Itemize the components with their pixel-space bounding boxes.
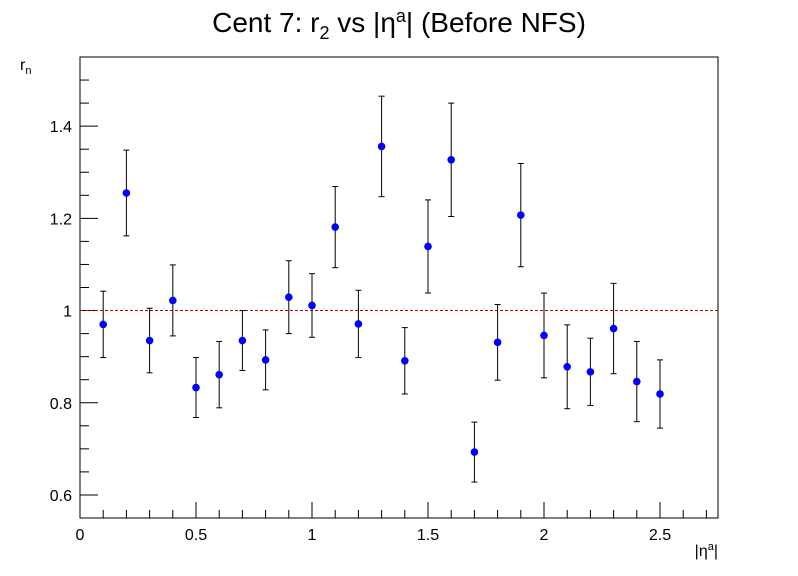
x-axis-title: |ηa| — [695, 541, 718, 560]
data-points — [99, 95, 664, 483]
data-point — [540, 292, 548, 379]
data-marker — [377, 142, 386, 151]
data-marker — [169, 296, 177, 305]
data-marker — [99, 320, 107, 329]
x-tick-label: 2.5 — [649, 527, 671, 544]
y-tick-label: 0.6 — [50, 488, 72, 505]
data-marker — [401, 356, 409, 365]
data-point — [238, 310, 247, 371]
data-point — [308, 273, 316, 338]
data-marker — [609, 324, 618, 333]
data-point — [261, 329, 270, 391]
x-tick-label: 1 — [308, 527, 317, 544]
y-axis: 0.6 0.8 1 1.2 1.4 — [50, 56, 98, 519]
data-point — [99, 290, 107, 359]
chart-title-subscript: 2 — [319, 23, 329, 43]
y-axis-title-subscript: n — [25, 65, 31, 77]
data-marker — [517, 211, 525, 219]
data-point — [354, 289, 363, 359]
data-point — [192, 357, 200, 419]
data-point — [145, 307, 154, 374]
data-marker — [308, 301, 316, 310]
data-point — [563, 324, 571, 410]
x-tick-label: 2 — [540, 527, 549, 544]
data-marker — [493, 338, 502, 347]
data-marker — [122, 189, 131, 197]
data-point — [633, 340, 641, 423]
data-point — [169, 264, 177, 337]
data-marker — [215, 370, 223, 379]
data-point — [424, 199, 432, 294]
data-point — [285, 260, 293, 335]
data-point — [122, 149, 131, 237]
x-tick-label: 0.5 — [185, 527, 207, 544]
x-tick-label: 1.5 — [417, 527, 439, 544]
data-marker — [447, 156, 456, 164]
data-marker — [540, 331, 548, 340]
data-marker — [331, 223, 340, 231]
x-axis-title-superscript: a — [708, 541, 715, 553]
data-marker — [656, 390, 664, 398]
data-point — [401, 327, 409, 395]
data-marker — [285, 293, 293, 301]
data-marker — [586, 368, 595, 376]
data-point — [517, 162, 525, 268]
data-point — [215, 340, 223, 409]
data-marker — [424, 242, 432, 251]
data-point — [377, 95, 386, 198]
data-point — [447, 102, 456, 218]
data-marker — [470, 448, 479, 456]
data-marker — [261, 356, 270, 364]
chart-title: Cent 7: r2 vs |ηa| (Before NFS) — [212, 6, 586, 43]
y-tick-label: 1 — [63, 304, 72, 321]
data-marker — [633, 377, 641, 386]
y-axis-title: rn — [20, 57, 31, 77]
x-tick-label: 0 — [76, 527, 85, 544]
data-marker — [145, 336, 154, 345]
data-point — [470, 421, 479, 483]
data-point — [656, 359, 664, 429]
y-tick-label: 1.4 — [50, 119, 72, 136]
data-marker — [354, 320, 363, 328]
data-marker — [192, 383, 200, 392]
data-marker — [563, 362, 571, 371]
x-axis: 0 0.5 1 1.5 2 2.5 — [76, 502, 707, 544]
data-point — [331, 186, 340, 269]
data-point — [586, 337, 595, 407]
data-point — [609, 282, 618, 375]
y-tick-label: 0.8 — [50, 396, 72, 413]
chart-title-superscript: a — [396, 6, 407, 26]
data-marker — [238, 336, 247, 345]
data-point — [493, 304, 502, 381]
y-tick-label: 1.2 — [50, 211, 72, 228]
